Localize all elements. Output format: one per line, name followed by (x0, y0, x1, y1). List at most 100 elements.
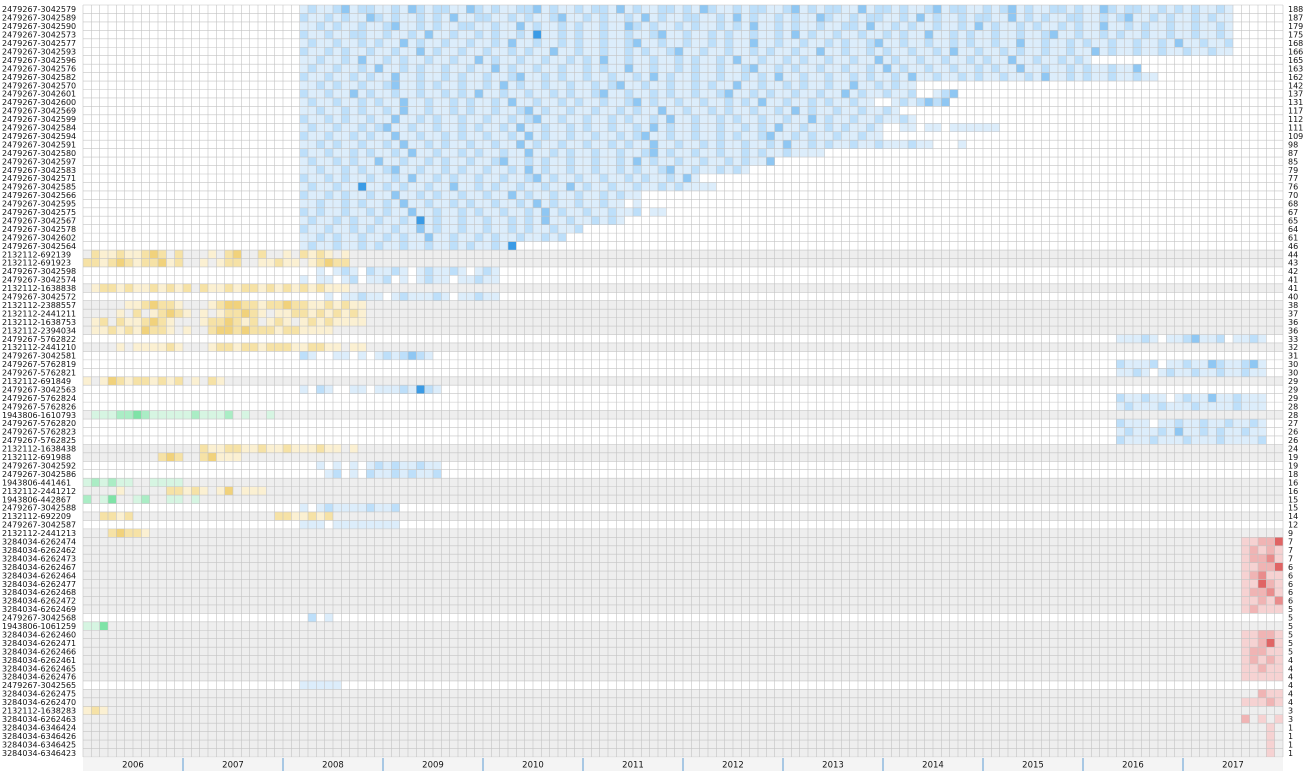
cell (299, 64, 308, 73)
cell (574, 30, 583, 39)
cell (699, 64, 708, 73)
cell (458, 148, 467, 158)
cell (1258, 655, 1267, 665)
row-count: 61 (1288, 233, 1298, 242)
cell (274, 511, 283, 521)
cell (316, 283, 325, 293)
cell (324, 5, 333, 14)
cell (558, 165, 567, 174)
row-count: 7 (1288, 554, 1293, 563)
cell (966, 123, 975, 132)
cell (133, 342, 142, 352)
cell (441, 30, 450, 39)
cell (308, 55, 317, 65)
cell (508, 224, 517, 234)
cell (308, 283, 317, 293)
cell (1041, 55, 1050, 65)
cell (358, 106, 367, 115)
cell (483, 182, 492, 191)
cell (366, 207, 375, 217)
cell (374, 275, 383, 284)
cell (458, 165, 467, 174)
cell (841, 140, 850, 149)
cell (433, 89, 442, 98)
cell (258, 444, 267, 453)
row-label: 2479267-3042591 (2, 140, 76, 149)
cell (558, 148, 567, 158)
cell (1008, 72, 1017, 82)
row-count: 24 (1288, 445, 1298, 454)
cell (766, 30, 775, 39)
cell (316, 511, 325, 521)
cell (1099, 47, 1108, 56)
cell (391, 461, 400, 470)
cell (483, 233, 492, 242)
cell (1233, 402, 1242, 411)
cell (841, 72, 850, 82)
cell (541, 148, 550, 158)
cell (574, 199, 583, 208)
cell (1216, 30, 1225, 39)
cell (583, 21, 592, 31)
cell (1116, 435, 1125, 445)
cell (499, 97, 508, 107)
cell (1141, 402, 1150, 411)
cell (491, 266, 500, 276)
cell (374, 520, 383, 529)
cell (499, 165, 508, 174)
cell (399, 114, 408, 124)
cell (791, 140, 800, 149)
cell (749, 123, 758, 132)
cell (1249, 562, 1258, 572)
cell (449, 64, 458, 73)
cell (1183, 38, 1192, 48)
cell (983, 13, 992, 22)
cell (441, 292, 450, 301)
cell (516, 47, 525, 56)
cell (1233, 419, 1242, 428)
cell (341, 224, 350, 234)
cell (199, 283, 208, 293)
cell (558, 64, 567, 73)
cell (1258, 554, 1267, 563)
cell (574, 224, 583, 234)
cell (574, 190, 583, 200)
cell (549, 47, 558, 56)
cell (566, 207, 575, 217)
cell (841, 131, 850, 141)
cell (174, 410, 183, 420)
row-label: 1943806-1610793 (2, 411, 76, 420)
cell (416, 157, 425, 166)
cell (408, 292, 417, 301)
cell (916, 21, 925, 31)
cell (699, 81, 708, 90)
cell (1241, 554, 1250, 563)
cell (341, 199, 350, 208)
cell (674, 89, 683, 98)
cell (449, 47, 458, 56)
cell (491, 21, 500, 31)
cell (124, 478, 133, 487)
row-count: 12 (1288, 521, 1298, 530)
cell (483, 5, 492, 14)
cell (158, 452, 167, 462)
cell (108, 258, 117, 267)
cell (683, 64, 692, 73)
row-count: 7 (1288, 546, 1293, 555)
cell (699, 165, 708, 174)
cell (483, 131, 492, 141)
cell (533, 233, 542, 242)
cell (608, 38, 617, 48)
cell (149, 258, 158, 267)
cell (366, 503, 375, 512)
cell (616, 72, 625, 82)
cell (549, 199, 558, 208)
cell (299, 199, 308, 208)
cell (666, 182, 675, 191)
row-count: 5 (1288, 639, 1293, 648)
cell (491, 97, 500, 107)
cell (91, 410, 100, 420)
cell (199, 452, 208, 462)
cell (533, 21, 542, 31)
cell (624, 140, 633, 149)
